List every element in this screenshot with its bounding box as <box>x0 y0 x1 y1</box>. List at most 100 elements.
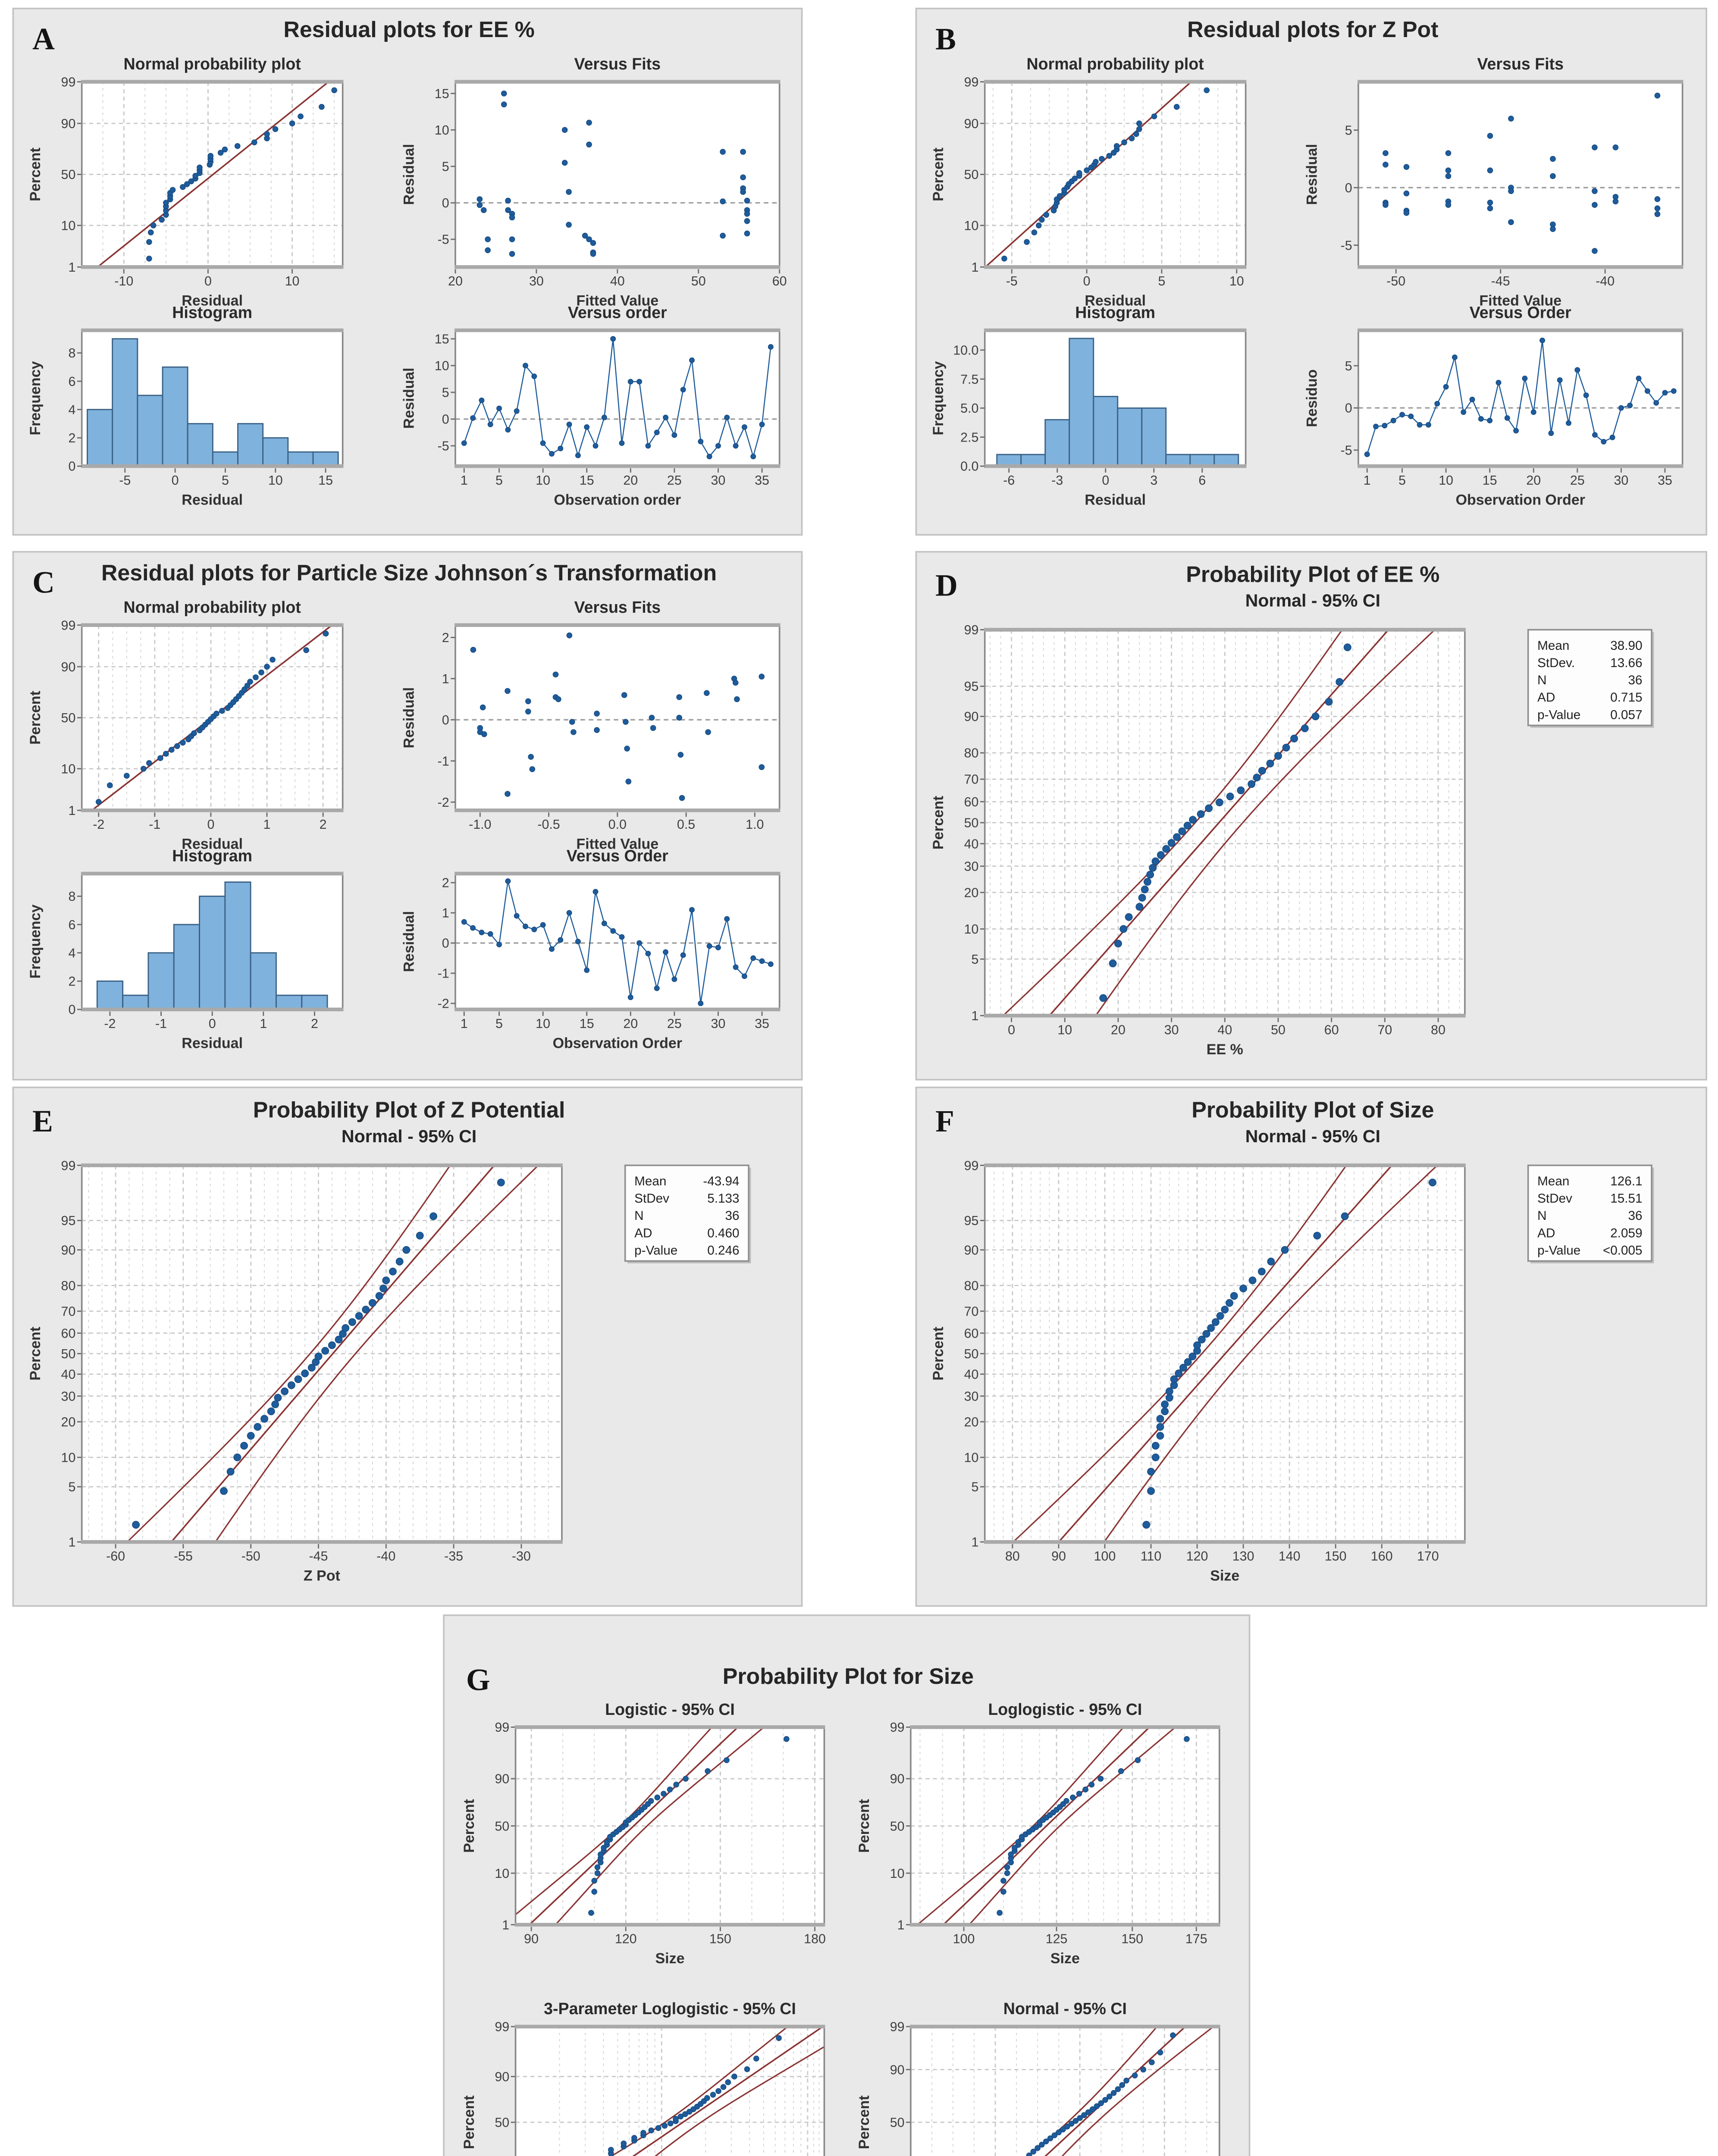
y-tick-label: 1 <box>971 1535 978 1550</box>
y-tick-label: 90 <box>890 1772 905 1786</box>
x-tick-label: 20 <box>623 1016 638 1031</box>
y-tick-label: 99 <box>495 2020 509 2034</box>
x-tick-label: 130 <box>1232 1549 1254 1564</box>
x-tick-label: 1 <box>263 817 271 832</box>
y-tick-label: 10.0 <box>953 343 978 358</box>
plot-frame <box>910 2024 1220 2156</box>
panel-subtitle: Normal - 95% CI <box>342 1126 477 1146</box>
y-tick-label: 60 <box>964 795 979 809</box>
series-line <box>464 338 771 459</box>
x-tick-label: -5 <box>1006 274 1018 288</box>
x-axis: 90 120 150 180 Size <box>524 1927 826 1967</box>
stats-value: -43.94 <box>703 1174 739 1188</box>
y-axis: -2 -1 0 1 2 Residual <box>401 876 455 1011</box>
stats-label: p-Value <box>634 1243 677 1257</box>
x-axis: -6 -3 0 3 6 Residual <box>1003 468 1206 508</box>
x-tick-label: 30 <box>1614 473 1629 488</box>
x-tick-label: 5 <box>222 473 229 488</box>
x-tick-label: 170 <box>1417 1549 1439 1564</box>
x-axis: 0 10 20 30 40 50 60 70 80 EE % <box>1008 1018 1445 1058</box>
panel-title: Probability Plot of Size <box>1191 1097 1434 1122</box>
stats-label: N <box>634 1209 643 1223</box>
x-tick-label: 125 <box>1046 1932 1068 1946</box>
y-tick-label: 0 <box>442 412 449 427</box>
y-tick-label: 10 <box>964 922 979 937</box>
subplot-prob: 1 10 50 90 99 Percent -2 -1 0 1 2 Residual Normal pr… <box>27 598 344 852</box>
y-axis-label: Residual <box>1304 144 1320 205</box>
subplot-title: Versus Fits <box>1477 55 1564 73</box>
panel-title: Residual plots for Particle Size Johnson… <box>101 560 717 585</box>
x-tick-label: -2 <box>104 1016 116 1031</box>
subplot-title: Histogram <box>172 303 252 321</box>
fit-and-ci-lines <box>1028 2026 1214 2156</box>
y-tick-label: 99 <box>495 1720 509 1735</box>
x-axis-label: Observation order <box>554 492 681 508</box>
y-axis: 1 10 50 90 99 Percent <box>930 75 1246 275</box>
y-tick-label: 5.0 <box>960 401 978 416</box>
y-axis-label: Residual <box>401 687 417 749</box>
stats-label: AD <box>1537 1226 1555 1240</box>
x-tick-label: -10 <box>114 274 133 288</box>
x-tick-label: -40 <box>376 1549 395 1564</box>
x-axis: -2 -1 0 1 2 Residual <box>93 812 327 852</box>
subplot-title: 3-Parameter Loglogistic - 95% CI <box>544 1999 796 2018</box>
y-tick-label: 90 <box>964 709 979 724</box>
panel-c: C Residual plots for Particle Size Johnso… <box>12 551 803 1081</box>
y-tick-label: -1 <box>438 754 449 768</box>
x-tick-label: 15 <box>580 473 594 488</box>
y-tick-label: 0 <box>442 936 449 951</box>
fit-and-ci-lines <box>984 81 1192 267</box>
x-tick-label: -50 <box>241 1549 260 1564</box>
y-tick-label: 15 <box>435 332 449 347</box>
panel-letter: E <box>32 1104 53 1138</box>
x-tick-label: 0 <box>207 817 214 832</box>
x-tick-label: -1 <box>155 1016 167 1031</box>
x-tick-label: 110 <box>1141 1549 1161 1564</box>
x-axis-label: Fitted Value <box>576 293 658 309</box>
x-tick-label: 50 <box>691 274 706 288</box>
y-tick-label: 5 <box>1345 123 1352 138</box>
x-tick-label: 15 <box>318 473 333 488</box>
y-axis-label: Percent <box>930 147 947 201</box>
y-tick-label: 50 <box>495 2115 509 2130</box>
x-tick-label: 5 <box>1158 274 1166 288</box>
x-tick-label: 0 <box>1102 473 1109 488</box>
gridlines <box>88 1165 549 1542</box>
y-tick-label: -5 <box>1341 238 1352 253</box>
subplot-scatter: 20 30 40 50 60 Fitted Value -5 0 5 10 15 Residual Ve… <box>401 55 787 309</box>
y-tick-label: 0 <box>68 459 75 474</box>
x-tick-label: 25 <box>1570 473 1585 488</box>
x-tick-label: 1 <box>461 1016 468 1031</box>
x-tick-label: 1 <box>260 1016 267 1031</box>
x-tick-label: 10 <box>536 473 550 488</box>
x-tick-label: 10 <box>1439 473 1453 488</box>
panel-title: Residual plots for EE % <box>283 17 534 42</box>
y-tick-label: 99 <box>890 1720 905 1735</box>
x-axis-label: Residual <box>1085 293 1146 309</box>
x-tick-label: 10 <box>1229 274 1244 288</box>
subplot-prob: 1 5 10 20 30 40 50 60 70 80 90 95 99 Percent 0 10 20 30 40… <box>930 623 1466 1058</box>
x-tick-label: 35 <box>1658 473 1672 488</box>
x-tick-label: -60 <box>106 1549 125 1564</box>
y-tick-label: 95 <box>61 1213 76 1228</box>
stats-label: p-Value <box>1537 1243 1580 1257</box>
x-tick-label: -40 <box>1596 274 1615 288</box>
y-axis-label: Percent <box>856 1799 872 1853</box>
x-axis-label: Size <box>1050 1950 1080 1967</box>
y-tick-label: 5 <box>971 952 978 967</box>
plot-frame <box>514 1725 825 1927</box>
y-tick-label: 0 <box>1345 401 1352 416</box>
stats-box: Mean -43.94 StDev 5.133 N 36 AD 0.460 p-Value 0.2… <box>624 1164 751 1263</box>
x-tick-label: 0 <box>1008 1022 1015 1037</box>
x-tick-label: -3 <box>1051 473 1063 488</box>
x-axis: -60 -55 -50 -45 -40 -35 -30 Z Pot <box>106 1544 531 1584</box>
panel-a: A Residual plots for EE % 1 10 50 90 99 Percent… <box>12 7 803 536</box>
y-axis-label: Percent <box>27 1327 44 1381</box>
panel-subtitle: Normal - 95% CI <box>1245 1126 1380 1146</box>
x-tick-label: 100 <box>1094 1549 1116 1564</box>
x-axis: 80 90 100 110 120 130 140 150 160 170 Size <box>1005 1544 1439 1584</box>
x-tick-label: 35 <box>755 1016 769 1031</box>
y-tick-label: -1 <box>438 966 449 981</box>
